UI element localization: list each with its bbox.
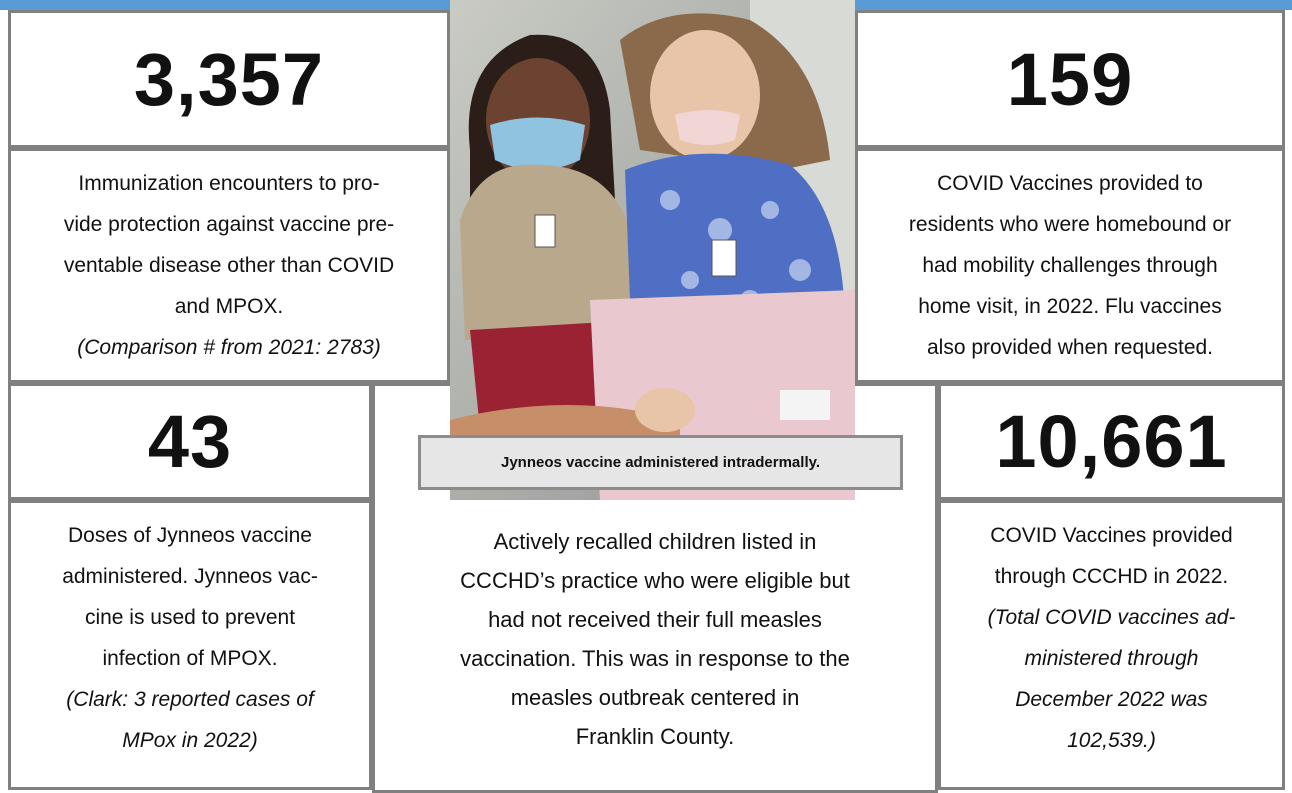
- note-line: ministered through: [1024, 647, 1199, 670]
- stat-number: 10,661: [995, 400, 1228, 483]
- middle-text-line: vaccination. This was in response to the: [460, 646, 850, 671]
- description-line: through CCCHD in 2022.: [994, 565, 1229, 588]
- middle-text-line: CCCHD’s practice who were eligible but: [460, 568, 850, 593]
- description-line: administered. Jynneos vac-: [62, 565, 318, 588]
- note-line: MPox in 2022): [122, 729, 258, 752]
- note-line: (Total COVID vaccines ad-: [987, 606, 1236, 629]
- description-line: cine is used to prevent: [84, 606, 296, 629]
- stat-description-box: COVID Vaccines provided to residents who …: [855, 148, 1285, 383]
- stat-number-box: 3,357: [8, 10, 450, 148]
- middle-text-line: Franklin County.: [575, 724, 735, 749]
- description-line: Doses of Jynneos vaccine: [68, 524, 312, 547]
- description-line: and MPOX.: [174, 295, 284, 318]
- stat-number-box: 43: [8, 383, 372, 500]
- middle-text-line: measles outbreak centered in: [510, 685, 800, 710]
- description-line: COVID Vaccines provided: [990, 524, 1233, 547]
- note-line: (Clark: 3 reported cases of: [66, 688, 314, 711]
- middle-text-line: had not received their full measles: [488, 607, 822, 632]
- stat-description-box: Immunization encounters to pro-vide prot…: [8, 148, 450, 383]
- description-line: residents who were homebound or: [908, 213, 1232, 236]
- stat-number: 159: [1006, 37, 1134, 121]
- note-line: 102,539.): [1067, 729, 1156, 752]
- description-line: Immunization encounters to pro-: [78, 172, 380, 195]
- stat-description-box: COVID Vaccines provided through CCCHD in …: [938, 500, 1285, 790]
- middle-text-line: Actively recalled children listed in: [493, 529, 817, 554]
- note-line: December 2022 was: [1015, 688, 1208, 711]
- description-line: also provided when requested.: [926, 336, 1214, 359]
- photo: [450, 0, 855, 500]
- description-line: home visit, in 2022. Flu vaccines: [918, 295, 1222, 318]
- description-line: had mobility challenges through: [922, 254, 1218, 277]
- stat-number-box: 159: [855, 10, 1285, 148]
- stat-number: 43: [147, 400, 233, 483]
- description-line: COVID Vaccines provided to: [937, 172, 1203, 195]
- description-line: infection of MPOX.: [102, 647, 278, 670]
- description-line: vide protection against vaccine pre-: [63, 213, 395, 236]
- stat-number: 3,357: [133, 37, 325, 121]
- photo-caption: Jynneos vaccine administered intradermal…: [418, 435, 903, 490]
- note-line: (Comparison # from 2021: 2783): [77, 336, 381, 359]
- stat-description-box: Doses of Jynneos vaccine administered. Jy…: [8, 500, 372, 790]
- stat-number-box: 10,661: [938, 383, 1285, 500]
- description-line: ventable disease other than COVID: [63, 254, 395, 277]
